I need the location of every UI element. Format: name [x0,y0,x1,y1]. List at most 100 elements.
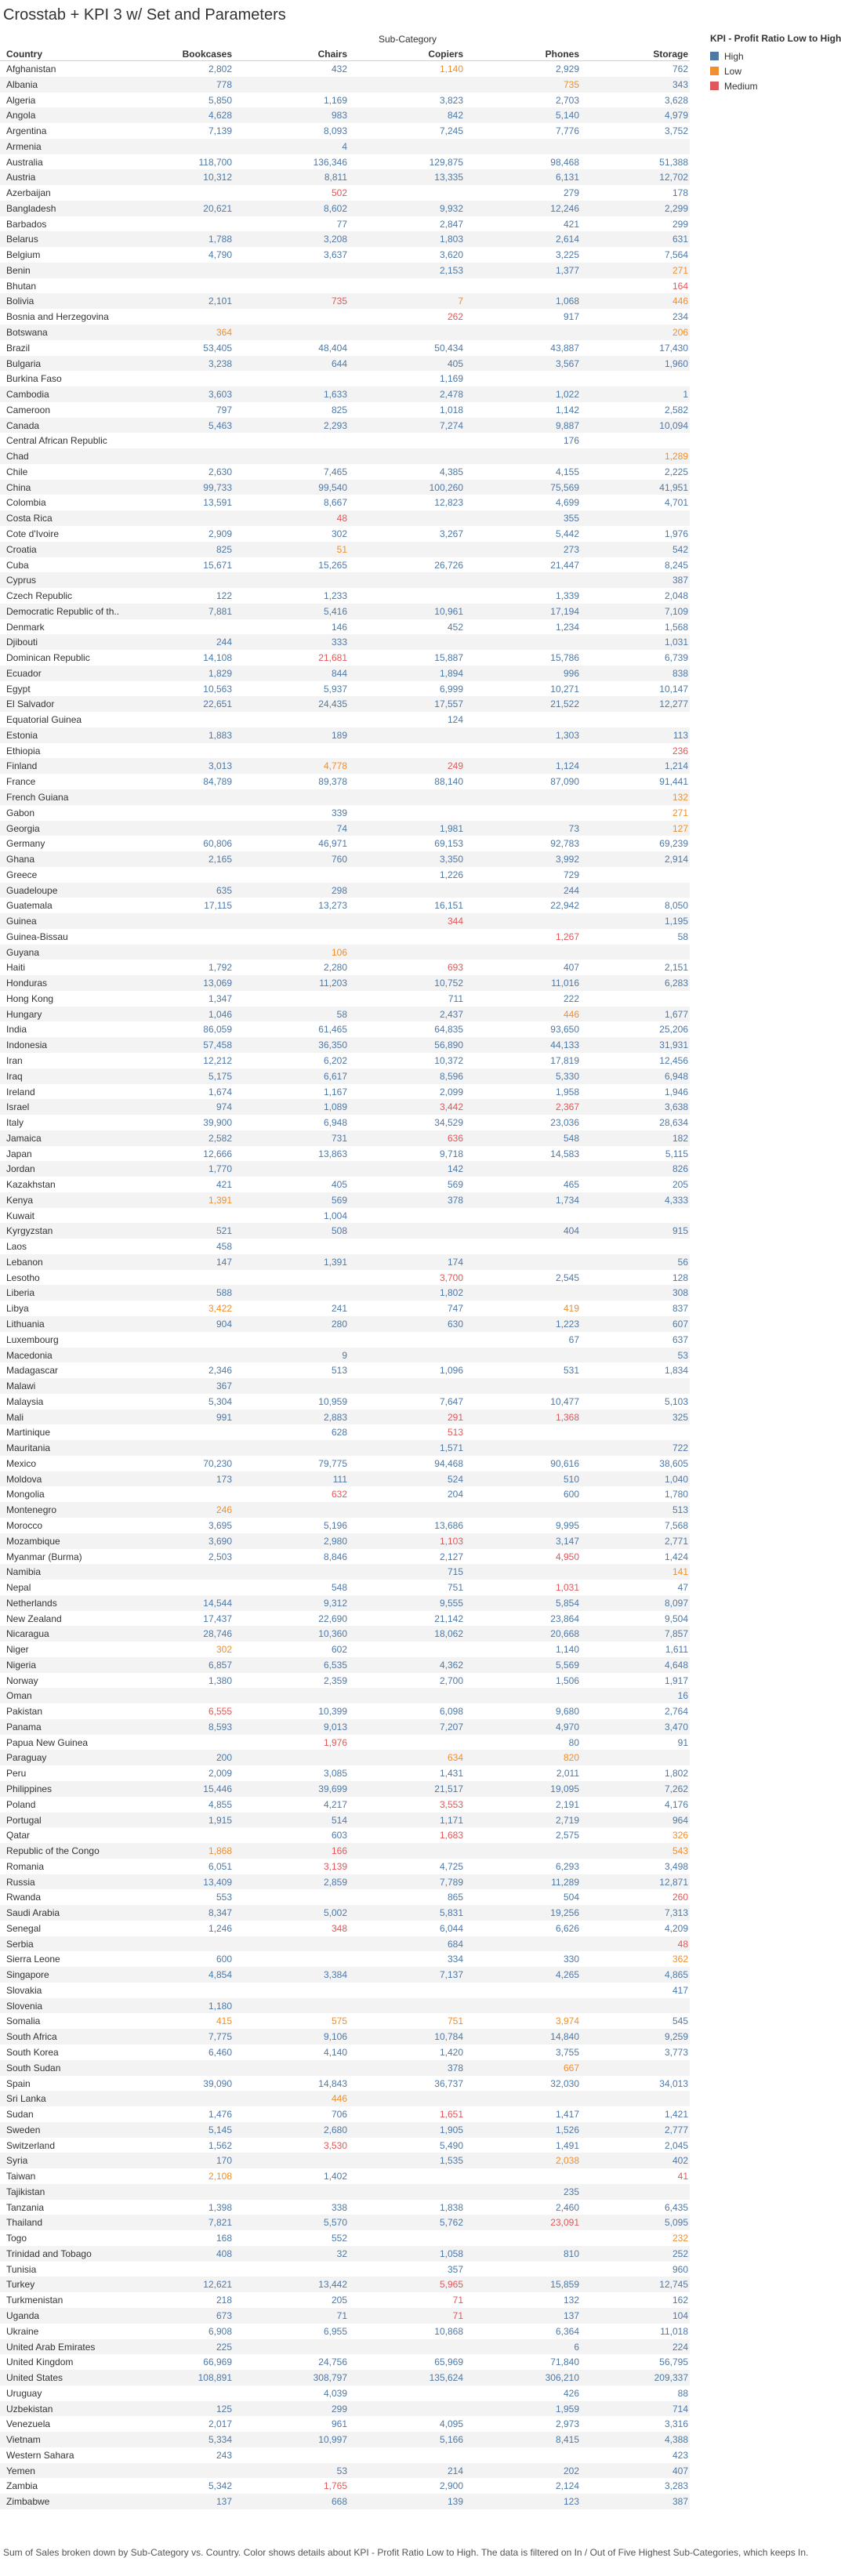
storage-value[interactable]: 11,018 [660,2325,688,2337]
storage-value[interactable]: 56,795 [659,2356,688,2368]
bookcases-value[interactable]: 4,628 [208,110,232,122]
chairs-value[interactable]: 1,633 [323,389,347,401]
storage-value[interactable]: 9,504 [664,1613,688,1624]
chairs-value[interactable]: 166 [331,1845,347,1857]
phones-value[interactable]: 11,289 [551,1876,579,1888]
storage-value[interactable]: 53 [677,1349,688,1361]
storage-value[interactable]: 826 [672,1163,688,1175]
storage-value[interactable]: 299 [672,218,688,230]
chairs-value[interactable]: 8,602 [323,202,347,214]
phones-value[interactable]: 1,140 [555,1644,579,1656]
copiers-value[interactable]: 18,062 [434,1628,463,1640]
copiers-value[interactable]: 10,961 [434,605,463,617]
storage-value[interactable]: 7,313 [664,1907,688,1919]
storage-value[interactable]: 4,388 [664,2434,688,2446]
chairs-value[interactable]: 11,203 [319,978,347,989]
storage-value[interactable]: 362 [672,1954,688,1965]
storage-value[interactable]: 12,702 [659,172,688,183]
storage-value[interactable]: 1,976 [664,528,688,539]
copiers-value[interactable]: 36,737 [434,2077,463,2089]
copiers-value[interactable]: 16,151 [434,900,463,912]
phones-value[interactable]: 5,330 [555,1070,579,1082]
chairs-value[interactable]: 48 [336,513,347,524]
bookcases-value[interactable]: 1,380 [208,1674,232,1686]
bookcases-value[interactable]: 2,108 [208,2171,232,2182]
bookcases-value[interactable]: 974 [216,1101,232,1113]
chairs-value[interactable]: 8,093 [323,125,347,137]
storage-value[interactable]: 10,094 [659,419,688,431]
phones-value[interactable]: 1,223 [555,1319,579,1330]
bookcases-value[interactable]: 173 [216,1473,232,1485]
bookcases-value[interactable]: 421 [216,1179,232,1191]
chairs-value[interactable]: 89,378 [318,776,347,788]
bookcases-value[interactable]: 2,630 [208,466,232,477]
phones-value[interactable]: 1,124 [555,760,579,772]
chairs-value[interactable]: 603 [331,1830,347,1841]
chairs-value[interactable]: 106 [331,946,347,958]
storage-value[interactable]: 1,421 [664,2109,688,2121]
chairs-value[interactable]: 735 [331,296,347,307]
phones-value[interactable]: 6,293 [555,1860,579,1872]
storage-value[interactable]: 271 [672,264,688,276]
storage-value[interactable]: 6,739 [664,652,688,664]
storage-value[interactable]: 1,568 [664,621,688,633]
chairs-value[interactable]: 189 [331,729,347,741]
copiers-value[interactable]: 3,350 [439,854,463,865]
storage-value[interactable]: 58 [677,931,688,942]
header-copiers[interactable]: Copiers [428,49,463,60]
phones-value[interactable]: 21,522 [550,698,579,710]
copiers-value[interactable]: 630 [447,1319,463,1330]
copiers-value[interactable]: 1,981 [439,822,463,834]
copiers-value[interactable]: 7,647 [439,1395,463,1407]
storage-value[interactable]: 2,048 [664,590,688,602]
phones-value[interactable]: 2,191 [555,1798,579,1810]
chairs-value[interactable]: 302 [331,528,347,539]
phones-value[interactable]: 5,442 [555,528,579,539]
phones-value[interactable]: 1,022 [555,389,579,401]
bookcases-value[interactable]: 1,915 [208,1814,232,1826]
phones-value[interactable]: 407 [563,962,579,974]
phones-value[interactable]: 2,929 [555,63,579,74]
phones-value[interactable]: 23,036 [550,1117,579,1129]
chairs-value[interactable]: 1,167 [323,1086,347,1098]
chairs-value[interactable]: 575 [331,2015,347,2027]
copiers-value[interactable]: 2,700 [439,1674,463,1686]
bookcases-value[interactable]: 367 [216,1381,232,1392]
chairs-value[interactable]: 508 [331,1225,347,1237]
chairs-value[interactable]: 825 [331,404,347,415]
storage-value[interactable]: 8,245 [664,559,688,571]
phones-value[interactable]: 1,368 [555,1411,579,1423]
storage-value[interactable]: 88 [677,2387,688,2399]
chairs-value[interactable]: 2,280 [323,962,347,974]
storage-value[interactable]: 407 [672,2465,688,2476]
copiers-value[interactable]: 7,207 [439,1721,463,1732]
copiers-value[interactable]: 50,434 [434,342,463,354]
storage-value[interactable]: 4,209 [664,1922,688,1934]
storage-value[interactable]: 4,979 [664,110,688,122]
copiers-value[interactable]: 2,437 [439,1008,463,1020]
phones-value[interactable]: 667 [563,2062,579,2073]
legend-item-high[interactable]: High [710,49,841,63]
copiers-value[interactable]: 1,431 [439,1768,463,1780]
copiers-value[interactable]: 357 [447,2263,463,2275]
storage-value[interactable]: 7,109 [664,605,688,617]
storage-value[interactable]: 1,040 [664,1473,688,1485]
phones-value[interactable]: 2,703 [555,94,579,106]
copiers-value[interactable]: 2,900 [439,2480,463,2492]
chairs-value[interactable]: 5,570 [323,2217,347,2229]
bookcases-value[interactable]: 168 [216,2233,232,2244]
bookcases-value[interactable]: 364 [216,327,232,339]
bookcases-value[interactable]: 3,422 [208,1303,232,1315]
phones-value[interactable]: 137 [563,2310,579,2322]
bookcases-value[interactable]: 673 [216,2310,232,2322]
chairs-value[interactable]: 298 [331,884,347,896]
storage-value[interactable]: 722 [672,1442,688,1454]
storage-value[interactable]: 34,013 [659,2077,688,2089]
copiers-value[interactable]: 715 [447,1566,463,1578]
chairs-value[interactable]: 241 [331,1303,347,1315]
copiers-value[interactable]: 711 [448,992,463,1004]
chairs-value[interactable]: 844 [331,667,347,679]
chairs-value[interactable]: 6,617 [323,1070,347,1082]
chairs-value[interactable]: 632 [331,1489,347,1500]
chairs-value[interactable]: 348 [331,1922,347,1934]
